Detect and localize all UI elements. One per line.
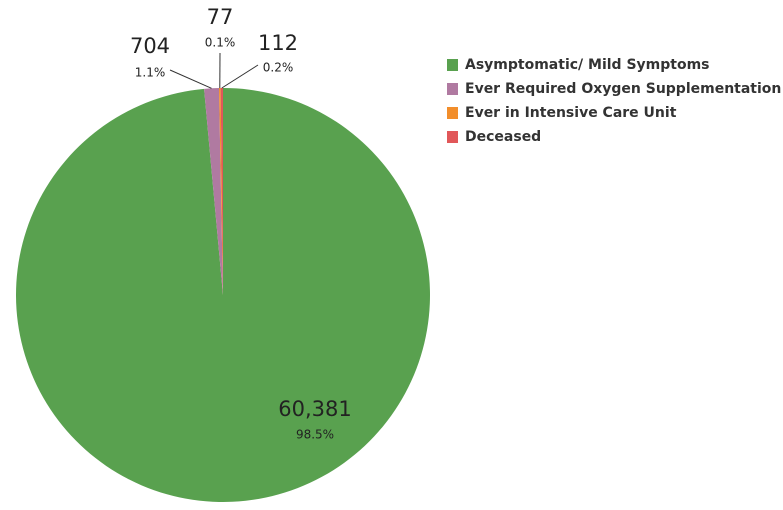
legend-label: Ever Required Oxygen Supplementation: [465, 81, 781, 97]
pie-slice: [218, 88, 223, 296]
legend-swatch: [447, 131, 458, 143]
leader-line: [221, 64, 259, 89]
leader-line: [169, 69, 212, 89]
value-label: 112: [258, 31, 298, 55]
percent-label: 98.5%: [296, 428, 334, 442]
value-label: 704: [130, 34, 170, 58]
percent-label: 0.2%: [263, 61, 294, 75]
legend-label: Ever in Intensive Care Unit: [465, 105, 677, 121]
pie-slice: [204, 88, 223, 295]
legend-label: Asymptomatic/ Mild Symptoms: [465, 57, 710, 73]
percent-label: 0.1%: [205, 36, 236, 50]
legend-swatch: [447, 107, 458, 119]
pie-slice: [16, 88, 431, 502]
legend-label: Deceased: [465, 129, 541, 145]
legend-swatch: [447, 59, 458, 71]
pie-slice: [220, 88, 223, 295]
value-label: 77: [207, 5, 234, 29]
legend-swatch: [447, 83, 458, 95]
percent-label: 1.1%: [135, 66, 166, 80]
value-label: 60,381: [278, 397, 351, 421]
